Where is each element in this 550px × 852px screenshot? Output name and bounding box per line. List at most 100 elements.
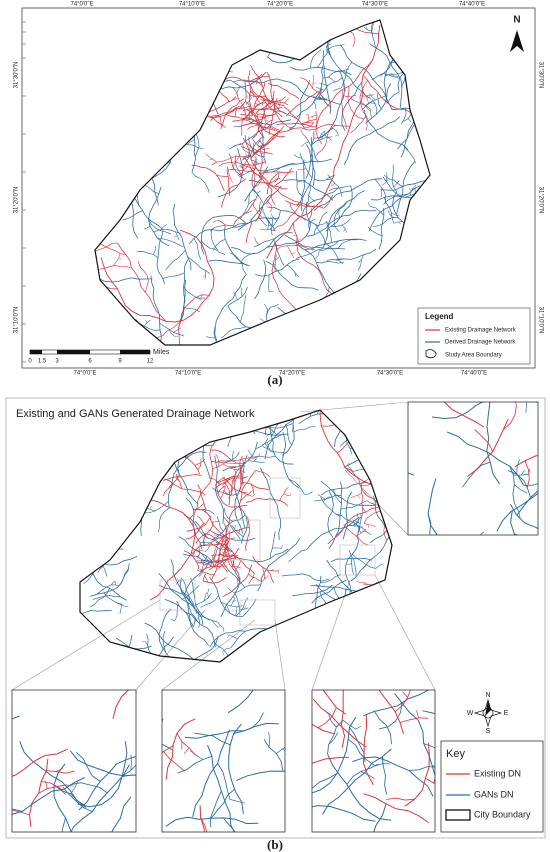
stream bbox=[474, 429, 494, 452]
stream bbox=[274, 254, 277, 272]
stream bbox=[118, 257, 123, 260]
stream bbox=[342, 720, 357, 730]
stream bbox=[200, 817, 208, 832]
stream bbox=[250, 64, 272, 106]
stream bbox=[336, 248, 377, 260]
stream bbox=[263, 95, 276, 104]
stream bbox=[221, 178, 247, 208]
stream bbox=[194, 732, 231, 746]
stream bbox=[355, 528, 367, 537]
stream bbox=[324, 134, 332, 141]
stream bbox=[315, 86, 325, 91]
stream bbox=[227, 169, 267, 180]
stream bbox=[300, 77, 329, 106]
stream bbox=[227, 634, 230, 638]
stream bbox=[223, 516, 241, 540]
stream bbox=[248, 136, 264, 158]
stream bbox=[193, 592, 212, 607]
stream bbox=[217, 481, 221, 485]
stream bbox=[312, 74, 314, 89]
stream bbox=[274, 167, 293, 187]
stream bbox=[251, 126, 284, 158]
stream bbox=[232, 87, 241, 102]
stream bbox=[271, 163, 298, 173]
stream bbox=[263, 148, 270, 151]
stream bbox=[213, 548, 216, 556]
stream bbox=[272, 202, 302, 231]
stream bbox=[246, 117, 285, 138]
stream bbox=[211, 461, 246, 464]
stream bbox=[311, 136, 333, 146]
stream bbox=[293, 426, 316, 433]
stream bbox=[212, 457, 246, 470]
north-arrow bbox=[510, 30, 524, 52]
stream bbox=[202, 577, 227, 584]
stream bbox=[233, 455, 248, 529]
stream bbox=[222, 561, 241, 583]
stream bbox=[357, 494, 360, 499]
stream bbox=[284, 235, 346, 250]
stream bbox=[268, 82, 300, 100]
stream bbox=[265, 430, 274, 437]
scale-label: 3 bbox=[55, 359, 59, 365]
stream bbox=[276, 122, 317, 128]
stream bbox=[222, 651, 224, 655]
stream bbox=[70, 840, 74, 852]
stream bbox=[215, 477, 226, 485]
stream bbox=[146, 507, 155, 512]
stream bbox=[245, 497, 289, 507]
stream bbox=[183, 747, 190, 755]
stream bbox=[386, 797, 415, 801]
stream bbox=[215, 451, 240, 464]
compass-e: E bbox=[504, 710, 509, 717]
stream bbox=[225, 519, 230, 545]
north-label: N bbox=[513, 15, 520, 26]
stream bbox=[253, 75, 270, 80]
stream bbox=[346, 763, 379, 785]
stream bbox=[264, 443, 268, 448]
stream bbox=[393, 180, 400, 188]
coord-label: 74°40'0"E bbox=[459, 2, 485, 8]
stream bbox=[386, 91, 400, 104]
stream bbox=[77, 741, 128, 808]
stream bbox=[330, 218, 351, 227]
stream bbox=[261, 114, 265, 118]
stream bbox=[148, 186, 170, 247]
stream bbox=[199, 541, 221, 550]
stream bbox=[308, 195, 316, 202]
stream bbox=[312, 82, 317, 85]
stream bbox=[215, 541, 228, 547]
stream bbox=[269, 450, 274, 453]
stream bbox=[340, 500, 368, 510]
stream bbox=[314, 124, 336, 159]
stream bbox=[159, 322, 185, 337]
stream bbox=[178, 536, 216, 568]
stream bbox=[174, 335, 178, 338]
stream bbox=[317, 707, 337, 729]
stream bbox=[220, 560, 241, 618]
study-area-boundary bbox=[94, 19, 431, 346]
stream bbox=[163, 751, 185, 772]
stream bbox=[229, 634, 238, 640]
stream bbox=[312, 723, 335, 735]
stream bbox=[197, 458, 202, 470]
stream bbox=[247, 455, 276, 458]
stream bbox=[230, 630, 246, 649]
stream bbox=[53, 784, 86, 807]
stream bbox=[346, 93, 350, 97]
stream bbox=[516, 459, 520, 475]
stream bbox=[514, 455, 538, 468]
stream bbox=[391, 164, 397, 192]
stream bbox=[167, 451, 207, 509]
stream bbox=[254, 259, 266, 300]
stream bbox=[137, 260, 149, 293]
stream bbox=[173, 235, 178, 238]
stream bbox=[352, 525, 356, 528]
stream bbox=[202, 531, 218, 540]
stream bbox=[229, 799, 245, 804]
stream bbox=[379, 73, 384, 77]
stream bbox=[226, 166, 231, 197]
stream bbox=[172, 203, 192, 271]
stream bbox=[200, 556, 208, 573]
stream bbox=[212, 220, 220, 223]
